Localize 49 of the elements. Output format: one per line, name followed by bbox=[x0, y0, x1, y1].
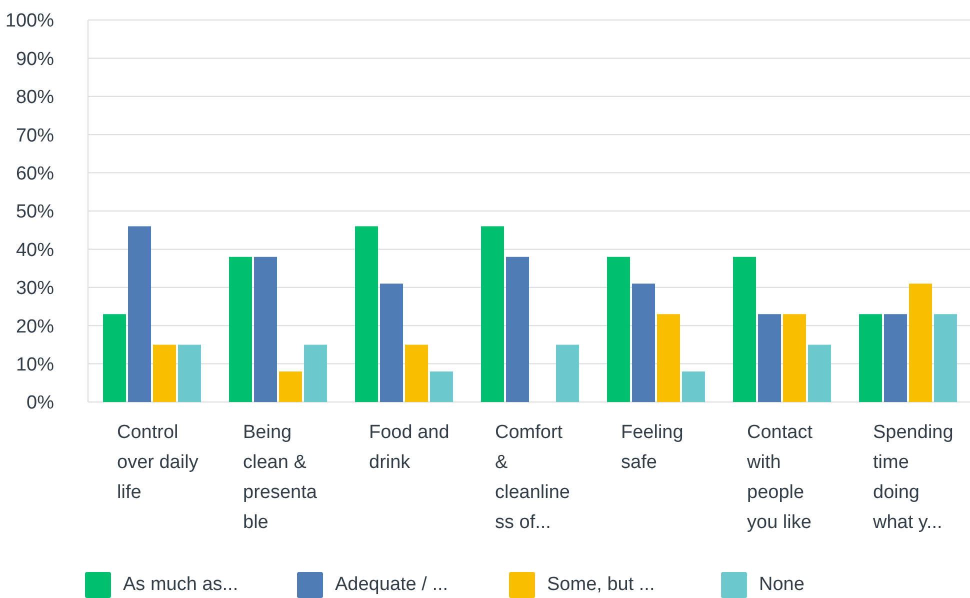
bar bbox=[506, 256, 529, 402]
bar bbox=[909, 284, 932, 402]
bar bbox=[380, 284, 403, 402]
bar bbox=[657, 314, 680, 402]
x-tick-label: Feeling safe bbox=[621, 422, 684, 473]
bar bbox=[128, 226, 151, 402]
bar bbox=[934, 314, 957, 402]
x-tick-label: Being clean & presentable bbox=[243, 422, 318, 533]
y-tick-label: 0% bbox=[26, 392, 54, 414]
y-tick-label: 70% bbox=[16, 125, 54, 146]
bar bbox=[758, 314, 781, 402]
y-tick-label: 10% bbox=[16, 354, 54, 376]
bar bbox=[254, 256, 277, 402]
bar bbox=[304, 344, 327, 402]
y-tick-label: 40% bbox=[16, 240, 54, 261]
x-tick-label: Control over daily life bbox=[117, 422, 199, 503]
x-tick-label: Comfort & cleanliness of... bbox=[495, 422, 570, 533]
bar bbox=[405, 344, 428, 402]
bar bbox=[279, 371, 302, 402]
y-tick-label: 90% bbox=[16, 48, 54, 70]
legend-label: Some, but ... bbox=[547, 574, 655, 596]
bar bbox=[430, 371, 453, 402]
y-tick-label: 30% bbox=[16, 278, 54, 300]
bar bbox=[481, 226, 504, 402]
x-tick-label: Contact with people you like bbox=[746, 422, 814, 533]
y-tick-label: 80% bbox=[16, 87, 54, 108]
y-tick-label: 60% bbox=[16, 164, 54, 185]
bar bbox=[859, 314, 882, 402]
bar bbox=[355, 226, 378, 402]
bar bbox=[733, 256, 756, 402]
legend-label: None bbox=[759, 574, 804, 596]
legend-label: As much as... bbox=[123, 574, 238, 596]
bar bbox=[632, 284, 655, 402]
bar bbox=[178, 344, 201, 402]
bar bbox=[682, 371, 705, 402]
y-tick-label: 50% bbox=[16, 202, 54, 223]
y-tick-label: 20% bbox=[16, 316, 54, 338]
bar bbox=[808, 344, 831, 402]
bar bbox=[229, 256, 252, 402]
legend-label: Adequate / ... bbox=[335, 574, 448, 596]
y-tick-label: 100% bbox=[5, 10, 54, 32]
bar bbox=[884, 314, 907, 402]
bar bbox=[607, 256, 630, 402]
bar bbox=[783, 314, 806, 402]
bar bbox=[103, 314, 126, 402]
bar bbox=[153, 344, 176, 402]
x-tick-label: Spending time doing what y... bbox=[872, 422, 954, 533]
bar bbox=[556, 344, 579, 402]
x-tick-label: Food and drink bbox=[369, 422, 450, 473]
